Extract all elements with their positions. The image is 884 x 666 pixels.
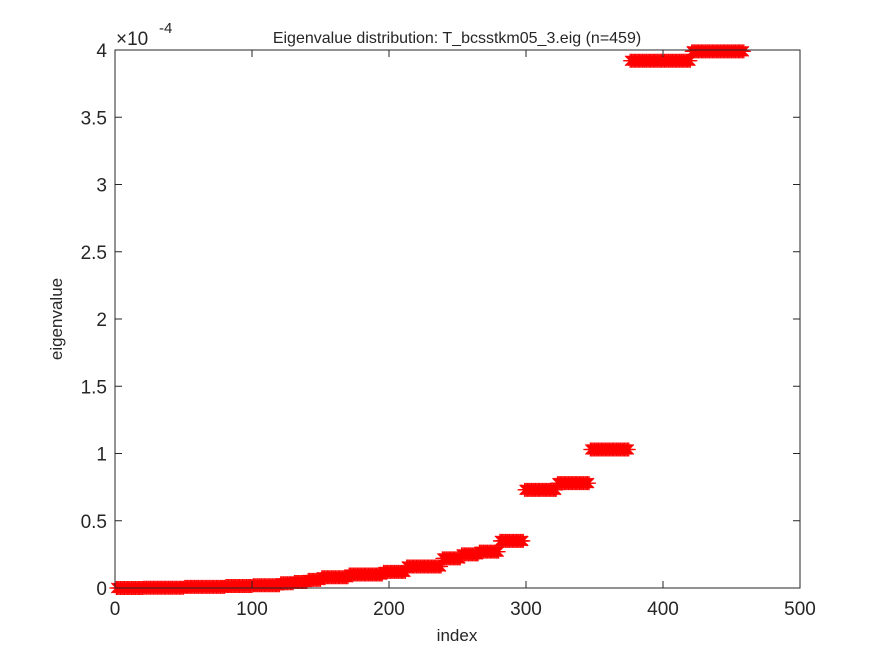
y-tick-label: 3 <box>96 176 107 197</box>
y-exponent-base: ×10 <box>116 29 148 50</box>
data-point-marker <box>622 442 636 456</box>
y-axis-label: eigenvalue <box>47 278 66 360</box>
y-tick-label: 2 <box>96 310 107 331</box>
y-tick-label: 2.5 <box>81 243 107 264</box>
y-exponent-power: -4 <box>159 20 172 37</box>
plot-area <box>115 50 800 588</box>
chart-title: Eigenvalue distribution: T_bcsstkm05_3.e… <box>273 30 641 47</box>
data-point-marker <box>737 44 751 58</box>
y-tick-label: 0.5 <box>81 512 107 533</box>
y-tick-label: 1 <box>96 445 107 466</box>
y-tick-label: 4 <box>96 41 107 62</box>
y-tick-label: 3.5 <box>81 108 107 129</box>
x-tick-label: 200 <box>373 599 405 620</box>
x-tick-label: 500 <box>784 599 816 620</box>
data-point-marker <box>582 476 596 490</box>
x-tick-label: 300 <box>510 599 542 620</box>
x-tick-label: 400 <box>647 599 679 620</box>
x-tick-label: 100 <box>236 599 268 620</box>
data-point-marker <box>516 534 530 548</box>
x-tick-label: 0 <box>110 599 121 620</box>
x-axis-label: index <box>437 626 478 645</box>
y-tick-label: 1.5 <box>81 377 107 398</box>
y-tick-label: 0 <box>96 579 107 600</box>
